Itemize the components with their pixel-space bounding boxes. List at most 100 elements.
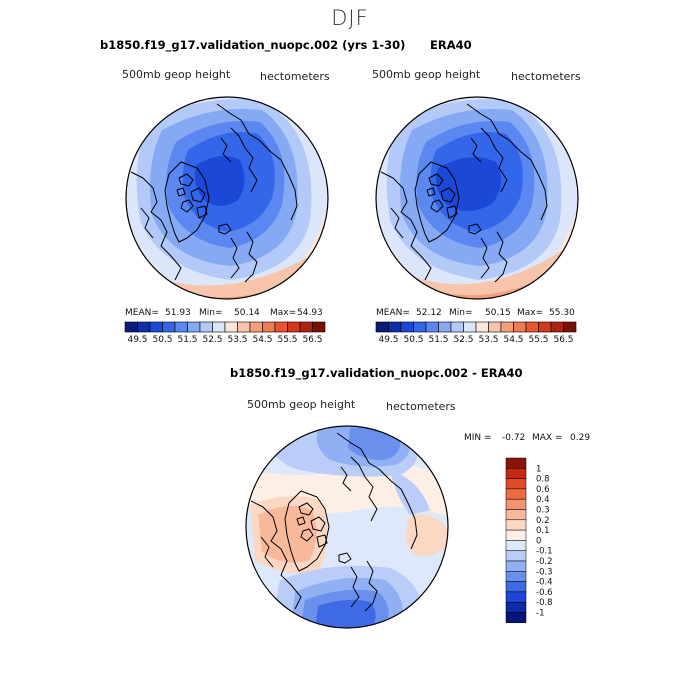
- colorbar-diff-swatch: [505, 478, 527, 490]
- panel-obs-mean-label: MEAN=: [376, 308, 410, 318]
- colorbar-model-tick-label: 53.5: [227, 335, 247, 345]
- colorbar-obs-swatch: [438, 321, 452, 333]
- colorbar-diff-swatch: [505, 550, 527, 562]
- colorbar-model-swatch: [237, 321, 251, 333]
- panel-obs-mean-value: 52.12: [416, 308, 442, 318]
- colorbar-diff-swatch: [505, 488, 527, 500]
- colorbar-model-tick-label: 55.5: [277, 335, 297, 345]
- colorbar-model-tick-label: 52.5: [202, 335, 222, 345]
- colorbar-diff-swatch: [505, 519, 527, 531]
- colorbar-obs-tick-label: 55.5: [528, 335, 548, 345]
- colorbar-diff-tick-label: 0.4: [536, 495, 550, 505]
- colorbar-obs-swatch: [450, 321, 464, 333]
- colorbar-diff-tick-label: -0.4: [536, 578, 553, 588]
- colorbar-obs-swatch: [388, 321, 402, 333]
- panel-model-map-border: [125, 96, 329, 300]
- colorbar-diff-swatch: [505, 591, 527, 603]
- panel-diff-max-value: 0.29: [570, 433, 591, 443]
- panel-diff-map-border: [245, 425, 449, 629]
- panel-model-max-label: Max=: [270, 308, 297, 318]
- colorbar-model: 49.5 50.5 51.5 52.5 53.5 54.5 55.5 56.5: [124, 321, 326, 345]
- colorbar-model-swatch: [299, 321, 313, 333]
- colorbar-diff-swatch: [505, 601, 527, 613]
- colorbar-diff-swatch: [505, 509, 527, 521]
- colorbar-model-tick-label: 51.5: [177, 335, 197, 345]
- panel-model-units: hectometers: [260, 70, 330, 83]
- colorbar-diff-swatch: [505, 540, 527, 551]
- colorbar-diff-tick-label: -0.1: [536, 547, 553, 557]
- colorbar-obs-swatch: [463, 321, 477, 333]
- colorbar-obs-swatch: [413, 321, 427, 333]
- colorbar-diff-tick-label: 0.3: [536, 506, 550, 516]
- colorbar-obs-swatch: [500, 321, 514, 333]
- colorbar-obs-tick-label: 51.5: [428, 335, 448, 345]
- colorbar-obs-tick-label: 50.5: [403, 335, 423, 345]
- panel-diff-min-value: -0.72: [502, 433, 526, 443]
- colorbar-model-swatch: [149, 321, 163, 333]
- colorbar-diff-tick-label: 0.8: [536, 475, 550, 485]
- colorbar-obs-tick-label: 52.5: [453, 335, 473, 345]
- colorbar-model-swatch: [187, 321, 201, 333]
- colorbar-diff-tick-label: 1: [536, 464, 541, 474]
- colorbar-obs-tick-label: 49.5: [378, 335, 398, 345]
- panel-model-title: b1850.f19_g17.validation_nuopc.002 (yrs …: [100, 38, 406, 52]
- colorbar-model-swatch: [137, 321, 151, 333]
- colorbar-diff-swatch: [505, 529, 527, 541]
- colorbar-model-tick-label: 56.5: [302, 335, 322, 345]
- colorbar-diff-swatch: [505, 560, 527, 572]
- panel-model-min-label: Min=: [199, 308, 223, 318]
- colorbar-obs-swatch: [563, 321, 577, 333]
- colorbar-diff: 10.80.60.40.30.20.10-0.1-0.2-0.3-0.4-0.6…: [505, 457, 553, 624]
- colorbar-model-swatch: [212, 321, 226, 333]
- colorbar-obs: 49.5 50.5 51.5 52.5 53.5 54.5 55.5 56.5: [375, 321, 577, 345]
- colorbar-obs-swatch: [525, 321, 539, 333]
- colorbar-obs-tick-label: 56.5: [553, 335, 573, 345]
- panel-obs-min-value: 50.15: [485, 308, 511, 318]
- panel-model-mean-label: MEAN=: [125, 308, 159, 318]
- colorbar-diff-swatch: [505, 457, 527, 469]
- colorbar-model-tick-label: 49.5: [127, 335, 147, 345]
- panel-diff-map: [246, 426, 448, 628]
- colorbar-diff-swatch: [505, 612, 527, 624]
- panel-model-map: [126, 97, 328, 299]
- colorbar-obs-swatch: [550, 321, 564, 333]
- panel-obs-map: [376, 97, 578, 299]
- colorbar-obs-swatch: [475, 321, 489, 333]
- panel-obs-max-value: 55.30: [549, 308, 575, 318]
- colorbar-model-swatch: [312, 321, 326, 333]
- colorbar-model-swatch: [224, 321, 238, 333]
- panel-model-min-value: 50.14: [234, 308, 260, 318]
- colorbar-obs-swatch: [425, 321, 439, 333]
- colorbar-obs-swatch: [538, 321, 552, 333]
- colorbar-diff-tick-label: 0.6: [536, 485, 550, 495]
- panel-model-max-value: 54.93: [297, 308, 323, 318]
- colorbar-obs-tick-label: 54.5: [503, 335, 523, 345]
- panel-diff-title: b1850.f19_g17.validation_nuopc.002 - ERA…: [230, 366, 523, 380]
- colorbar-diff-tick-label: -1: [536, 609, 544, 619]
- panel-obs-max-label: Max=: [517, 308, 544, 318]
- colorbar-obs-swatch: [513, 321, 527, 333]
- colorbar-model-swatch: [287, 321, 301, 333]
- colorbar-diff-tick-label: -0.8: [536, 598, 553, 608]
- panel-diff-max-label: MAX =: [532, 433, 563, 443]
- colorbar-diff-tick-label: -0.2: [536, 557, 553, 567]
- colorbar-model-tick-label: 54.5: [252, 335, 272, 345]
- colorbar-diff-swatch: [505, 571, 527, 582]
- colorbar-obs-swatch: [488, 321, 502, 333]
- panel-diff-variable: 500mb geop height: [247, 398, 356, 411]
- colorbar-diff-tick-label: 0: [536, 536, 541, 546]
- colorbar-diff-tick-label: -0.6: [536, 588, 553, 598]
- colorbar-diff-tick-label: 0.1: [536, 526, 550, 536]
- colorbar-diff-tick-label: 0.2: [536, 516, 550, 526]
- colorbar-model-swatch: [174, 321, 188, 333]
- season-title: DJF: [331, 6, 369, 30]
- colorbar-model-swatch: [262, 321, 276, 333]
- colorbar-model-swatch: [124, 321, 138, 333]
- panel-model-variable: 500mb geop height: [122, 68, 231, 81]
- panel-obs-title: ERA40: [430, 38, 472, 52]
- panel-obs-variable: 500mb geop height: [372, 68, 481, 81]
- panel-diff-units: hectometers: [386, 400, 456, 413]
- colorbar-diff-tick-label: -0.3: [536, 567, 553, 577]
